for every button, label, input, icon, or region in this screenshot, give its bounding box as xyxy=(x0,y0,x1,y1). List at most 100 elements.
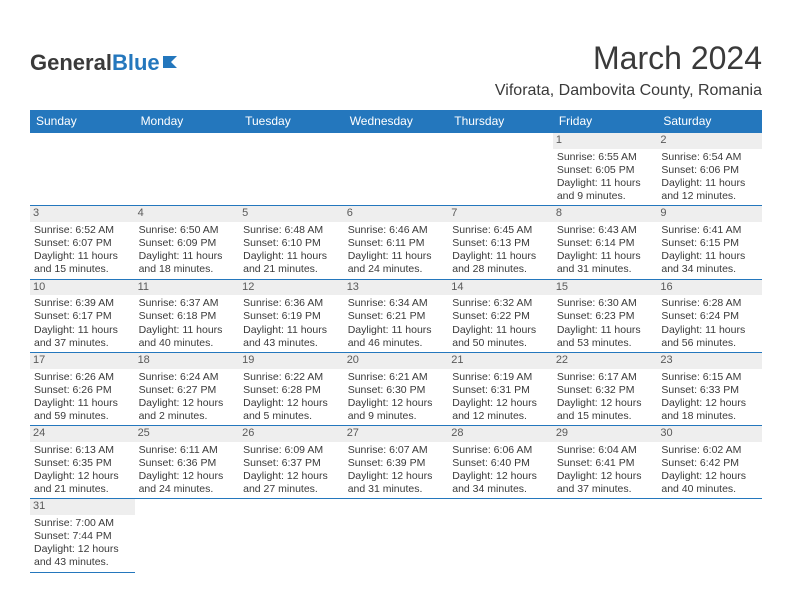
day-number: 26 xyxy=(239,426,344,442)
calendar-cell xyxy=(135,133,240,206)
daylight-text: and 18 minutes. xyxy=(139,263,236,276)
col-sunday: Sunday xyxy=(30,110,135,133)
sunset-text: Sunset: 6:26 PM xyxy=(34,384,131,397)
sunrise-text: Sunrise: 6:06 AM xyxy=(452,444,549,457)
day-number: 30 xyxy=(657,426,762,442)
calendar-cell: 24Sunrise: 6:13 AMSunset: 6:35 PMDayligh… xyxy=(30,426,135,499)
day-number: 22 xyxy=(553,353,658,369)
daylight-text: and 31 minutes. xyxy=(348,483,445,496)
day-number: 31 xyxy=(30,499,135,515)
calendar-cell xyxy=(448,499,553,572)
daylight-text: Daylight: 12 hours xyxy=(557,470,654,483)
daylight-text: and 28 minutes. xyxy=(452,263,549,276)
sunrise-text: Sunrise: 6:54 AM xyxy=(661,151,758,164)
col-thursday: Thursday xyxy=(448,110,553,133)
daylight-text: and 12 minutes. xyxy=(452,410,549,423)
daylight-text: Daylight: 12 hours xyxy=(348,470,445,483)
day-number: 23 xyxy=(657,353,762,369)
sunrise-text: Sunrise: 6:41 AM xyxy=(661,224,758,237)
daylight-text: Daylight: 12 hours xyxy=(139,397,236,410)
sunset-text: Sunset: 6:37 PM xyxy=(243,457,340,470)
col-monday: Monday xyxy=(135,110,240,133)
daylight-text: Daylight: 11 hours xyxy=(34,397,131,410)
day-number: 15 xyxy=(553,280,658,296)
daylight-text: Daylight: 12 hours xyxy=(34,543,131,556)
sunset-text: Sunset: 6:06 PM xyxy=(661,164,758,177)
daylight-text: and 2 minutes. xyxy=(139,410,236,423)
sunrise-text: Sunrise: 6:50 AM xyxy=(139,224,236,237)
day-number: 2 xyxy=(657,133,762,149)
calendar-cell: 6Sunrise: 6:46 AMSunset: 6:11 PMDaylight… xyxy=(344,206,449,279)
day-number: 11 xyxy=(135,280,240,296)
page-title: March 2024 xyxy=(593,40,762,77)
daylight-text: Daylight: 11 hours xyxy=(452,250,549,263)
calendar-cell: 8Sunrise: 6:43 AMSunset: 6:14 PMDaylight… xyxy=(553,206,658,279)
sunset-text: Sunset: 6:42 PM xyxy=(661,457,758,470)
calendar-week: 24Sunrise: 6:13 AMSunset: 6:35 PMDayligh… xyxy=(30,426,762,499)
sunrise-text: Sunrise: 6:24 AM xyxy=(139,371,236,384)
calendar-cell: 5Sunrise: 6:48 AMSunset: 6:10 PMDaylight… xyxy=(239,206,344,279)
calendar-cell: 23 Sunrise: 6:15 AMSunset: 6:33 PMDayligh… xyxy=(657,352,762,425)
calendar-cell: 26Sunrise: 6:09 AMSunset: 6:37 PMDayligh… xyxy=(239,426,344,499)
daylight-text: and 34 minutes. xyxy=(452,483,549,496)
daylight-text: Daylight: 12 hours xyxy=(557,397,654,410)
calendar-week: 10Sunrise: 6:39 AMSunset: 6:17 PMDayligh… xyxy=(30,279,762,352)
daylight-text: Daylight: 11 hours xyxy=(661,177,758,190)
sunset-text: Sunset: 6:15 PM xyxy=(661,237,758,250)
sunrise-text: Sunrise: 6:04 AM xyxy=(557,444,654,457)
calendar-cell xyxy=(30,133,135,206)
calendar-cell xyxy=(448,133,553,206)
daylight-text: Daylight: 11 hours xyxy=(139,250,236,263)
sunset-text: Sunset: 6:33 PM xyxy=(661,384,758,397)
sunrise-text: Sunrise: 6:46 AM xyxy=(348,224,445,237)
sunrise-text: Sunrise: 6:39 AM xyxy=(34,297,131,310)
daylight-text: Daylight: 11 hours xyxy=(34,324,131,337)
daylight-text: Daylight: 11 hours xyxy=(139,324,236,337)
daylight-text: and 50 minutes. xyxy=(452,337,549,350)
sunrise-text: Sunrise: 6:55 AM xyxy=(557,151,654,164)
calendar-cell: 18Sunrise: 6:24 AMSunset: 6:27 PMDayligh… xyxy=(135,352,240,425)
calendar-week: 17Sunrise: 6:26 AMSunset: 6:26 PMDayligh… xyxy=(30,352,762,425)
sunrise-text: Sunrise: 6:13 AM xyxy=(34,444,131,457)
calendar-cell: 17Sunrise: 6:26 AMSunset: 6:26 PMDayligh… xyxy=(30,352,135,425)
calendar-cell: 4Sunrise: 6:50 AMSunset: 6:09 PMDaylight… xyxy=(135,206,240,279)
day-number: 6 xyxy=(344,206,449,222)
day-number: 14 xyxy=(448,280,553,296)
logo-text-general: General xyxy=(30,50,112,76)
sunrise-text: Sunrise: 6:15 AM xyxy=(661,371,758,384)
daylight-text: and 15 minutes. xyxy=(34,263,131,276)
daylight-text: Daylight: 11 hours xyxy=(348,250,445,263)
sunrise-text: Sunrise: 7:00 AM xyxy=(34,517,131,530)
sunset-text: Sunset: 6:21 PM xyxy=(348,310,445,323)
daylight-text: and 56 minutes. xyxy=(661,337,758,350)
daylight-text: Daylight: 12 hours xyxy=(661,397,758,410)
daylight-text: and 9 minutes. xyxy=(557,190,654,203)
day-number: 12 xyxy=(239,280,344,296)
flag-icon xyxy=(163,54,183,75)
daylight-text: and 43 minutes. xyxy=(243,337,340,350)
calendar-cell: 16Sunrise: 6:28 AMSunset: 6:24 PMDayligh… xyxy=(657,279,762,352)
sunset-text: Sunset: 6:17 PM xyxy=(34,310,131,323)
calendar-cell: 27Sunrise: 6:07 AMSunset: 6:39 PMDayligh… xyxy=(344,426,449,499)
sunset-text: Sunset: 6:32 PM xyxy=(557,384,654,397)
sunset-text: Sunset: 6:13 PM xyxy=(452,237,549,250)
sunset-text: Sunset: 7:44 PM xyxy=(34,530,131,543)
sunrise-text: Sunrise: 6:37 AM xyxy=(139,297,236,310)
calendar-cell: 19Sunrise: 6:22 AMSunset: 6:28 PMDayligh… xyxy=(239,352,344,425)
calendar-week: 3Sunrise: 6:52 AMSunset: 6:07 PMDaylight… xyxy=(30,206,762,279)
daylight-text: Daylight: 11 hours xyxy=(661,250,758,263)
sunset-text: Sunset: 6:23 PM xyxy=(557,310,654,323)
day-number: 25 xyxy=(135,426,240,442)
calendar-week: 1Sunrise: 6:55 AMSunset: 6:05 PMDaylight… xyxy=(30,133,762,206)
daylight-text: and 21 minutes. xyxy=(34,483,131,496)
daylight-text: and 40 minutes. xyxy=(139,337,236,350)
sunrise-text: Sunrise: 6:28 AM xyxy=(661,297,758,310)
sunset-text: Sunset: 6:41 PM xyxy=(557,457,654,470)
daylight-text: Daylight: 12 hours xyxy=(452,397,549,410)
day-number: 9 xyxy=(657,206,762,222)
calendar-header-row: Sunday Monday Tuesday Wednesday Thursday… xyxy=(30,110,762,133)
daylight-text: Daylight: 11 hours xyxy=(557,250,654,263)
sunrise-text: Sunrise: 6:21 AM xyxy=(348,371,445,384)
day-number: 7 xyxy=(448,206,553,222)
logo: General Blue xyxy=(30,50,183,76)
